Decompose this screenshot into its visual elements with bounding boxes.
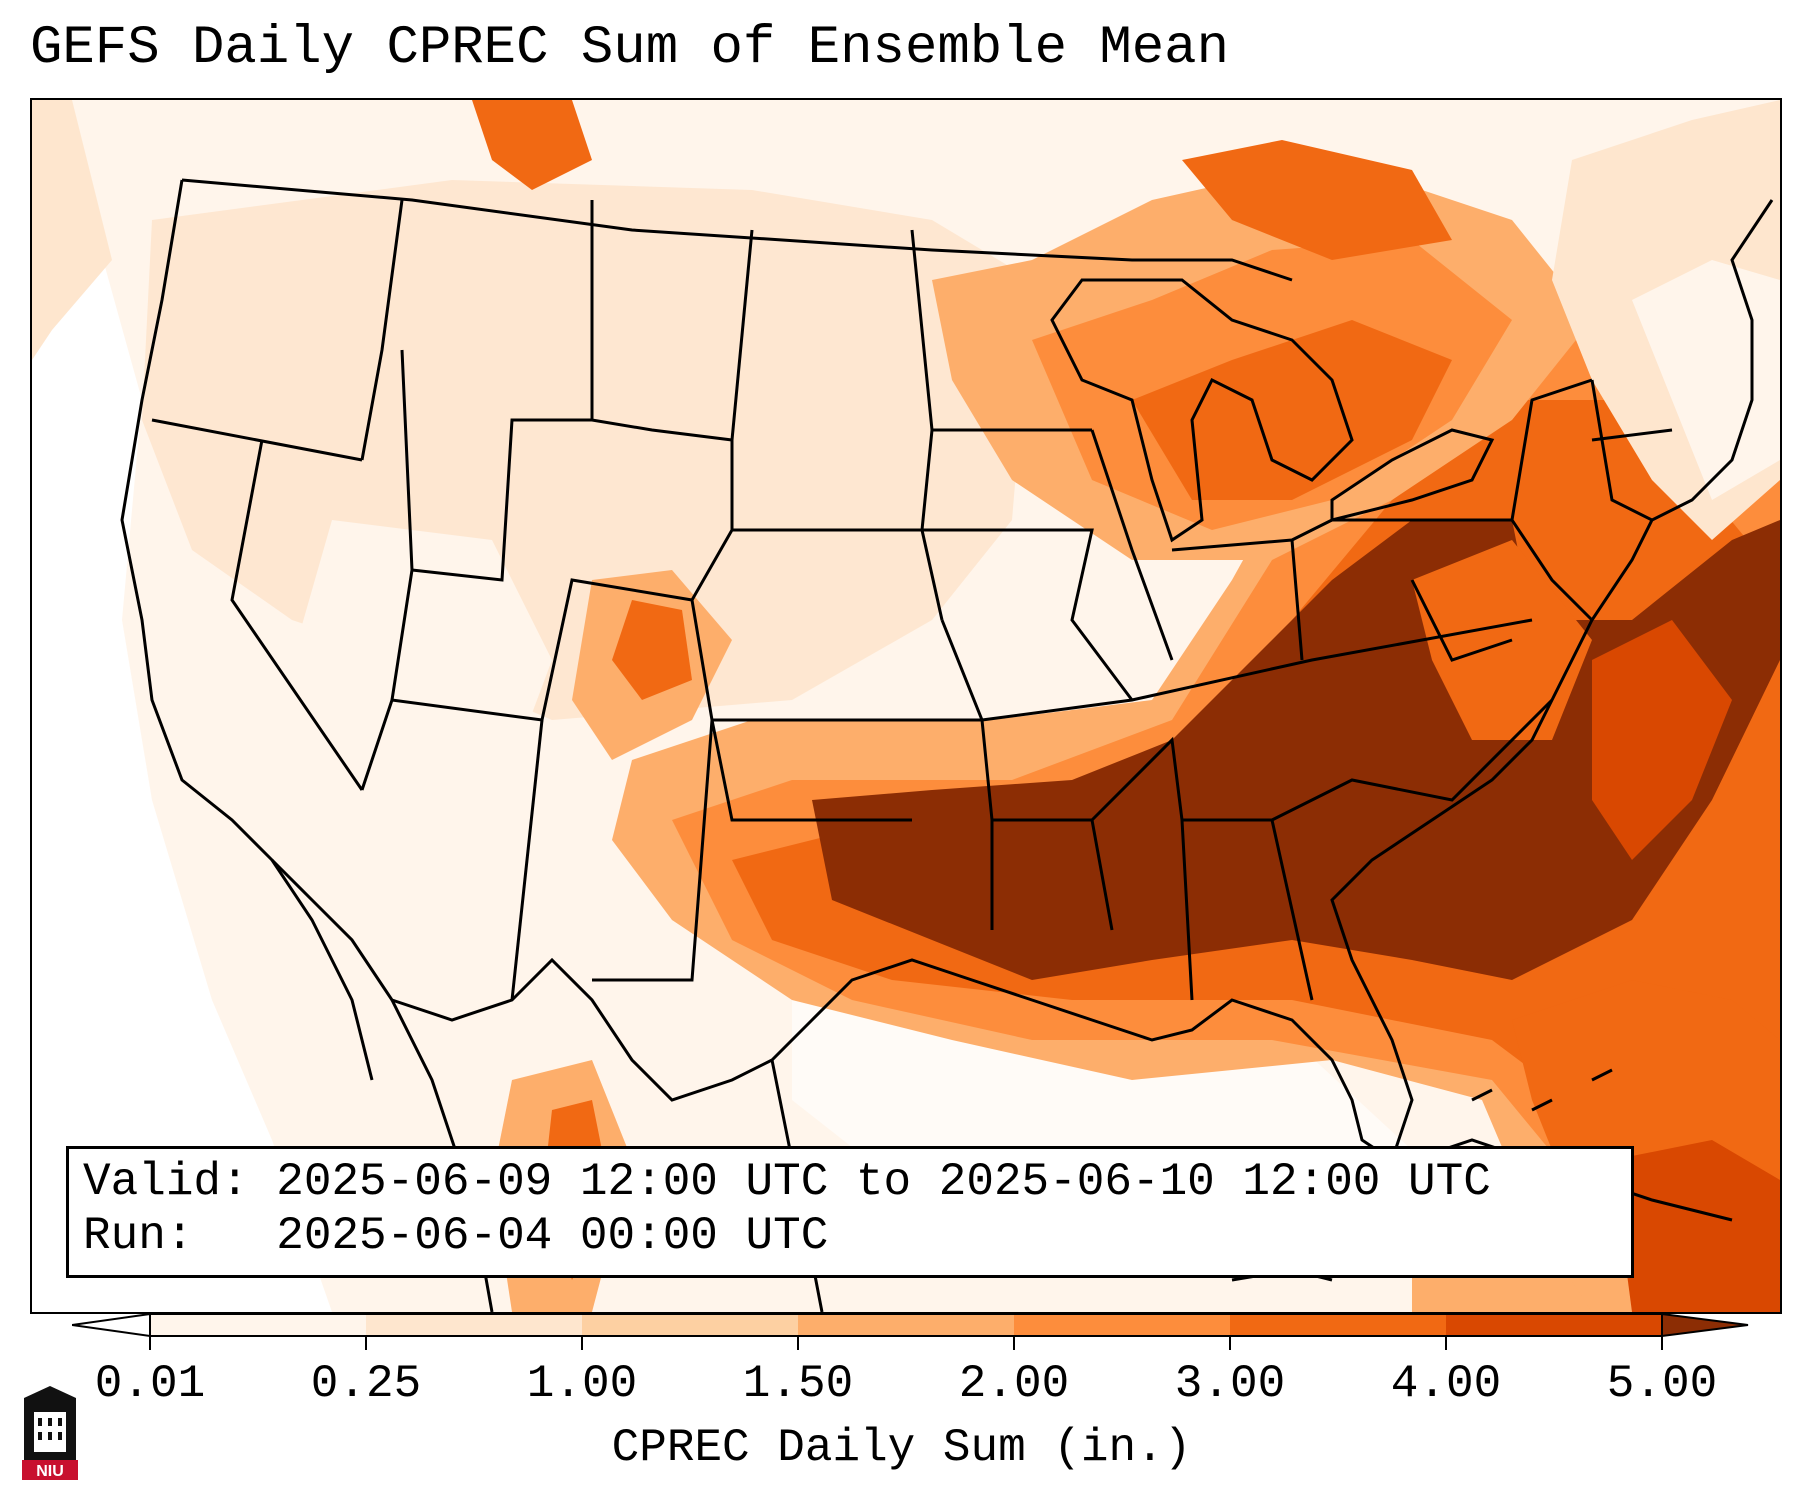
colorbar [72, 1314, 1749, 1350]
colorbar-title: CPREC Daily Sum (in.) [611, 1422, 1192, 1474]
colorbar-segment [1014, 1314, 1230, 1336]
precipitation-map [30, 98, 1782, 1314]
logo-text: NIU [36, 1463, 64, 1480]
niu-logo: NIU [22, 1386, 78, 1480]
colorbar-segment [150, 1314, 366, 1336]
colorbar-tick-label: 1.50 [742, 1358, 854, 1410]
map-title: GEFS Daily CPREC Sum of Ensemble Mean [30, 18, 1229, 79]
valid-time-text: Valid: 2025-06-09 12:00 UTC to 2025-06-1… [83, 1156, 1491, 1208]
colorbar-segment [1230, 1314, 1446, 1336]
colorbar-tick-label: 0.01 [94, 1358, 206, 1410]
colorbar-tick-label: 0.25 [310, 1358, 422, 1410]
map-canvas [32, 100, 1780, 1312]
colorbar-segment [1446, 1314, 1662, 1336]
colorbar-segment [798, 1314, 1014, 1336]
valid-run-info-box: Valid: 2025-06-09 12:00 UTC to 2025-06-1… [66, 1146, 1634, 1278]
colorbar-segment [366, 1314, 582, 1336]
colorbar-left-extension [72, 1314, 151, 1338]
colorbar-tick-label: 3.00 [1174, 1358, 1286, 1410]
state-boundaries [120, 178, 1774, 1312]
colorbar-right-extension [1661, 1314, 1749, 1338]
colorbar-tick-label: 5.00 [1606, 1358, 1718, 1410]
colorbar-outline [149, 1314, 1663, 1337]
run-time-text: Run: 2025-06-04 00:00 UTC [83, 1210, 829, 1262]
pacific-blank-area [32, 220, 332, 1312]
colorbar-segment [582, 1314, 798, 1336]
colorbar-tick-label: 2.00 [958, 1358, 1070, 1410]
colorbar-tick-label: 4.00 [1390, 1358, 1502, 1410]
colorbar-tick-label: 1.00 [526, 1358, 638, 1410]
